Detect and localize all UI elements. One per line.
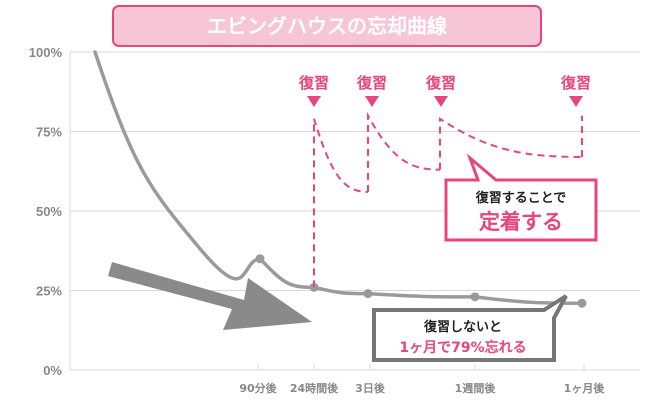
review-marker xyxy=(569,96,583,107)
x-tick-label: 1週間後 xyxy=(455,381,497,395)
x-tick-label: 1ヶ月後 xyxy=(564,381,606,395)
review-curve-segment xyxy=(313,118,369,288)
x-tick-label: 24時間後 xyxy=(290,381,339,395)
chart-title: エビングハウスの忘却曲線 xyxy=(207,14,447,38)
callout-no-review-line1: 復習しないと xyxy=(423,319,502,335)
title-banner xyxy=(112,5,542,47)
review-marker xyxy=(307,96,321,107)
review-label: 復習 xyxy=(425,74,456,92)
review-curve-segment xyxy=(367,115,441,192)
callout-no-review xyxy=(372,294,568,362)
y-tick-label: 75% xyxy=(36,125,62,140)
trend-arrow xyxy=(108,262,312,330)
callout-review xyxy=(444,153,598,242)
curve-point xyxy=(470,292,480,302)
callout-review-line2: 定着する xyxy=(479,210,563,234)
curve-point xyxy=(255,254,265,264)
y-tick-label: 0% xyxy=(43,363,62,378)
y-tick-label: 25% xyxy=(36,284,62,299)
review-label: 復習 xyxy=(560,74,591,92)
review-marker xyxy=(434,96,448,107)
curve-point xyxy=(363,289,373,299)
curve-point xyxy=(577,298,587,308)
callout-review-line1: 復習することで xyxy=(475,190,567,206)
review-label: 復習 xyxy=(298,74,329,92)
review-label: 復習 xyxy=(356,74,387,92)
x-tick-label: 3日後 xyxy=(355,381,386,395)
review-marker xyxy=(365,96,379,107)
callout-no-review-line2: 1ヶ月で79%忘れる xyxy=(399,339,526,356)
y-tick-label: 100% xyxy=(29,45,63,60)
y-tick-label: 50% xyxy=(36,204,62,219)
x-tick-label: 90分後 xyxy=(239,381,277,395)
review-curve-segment xyxy=(439,116,583,170)
